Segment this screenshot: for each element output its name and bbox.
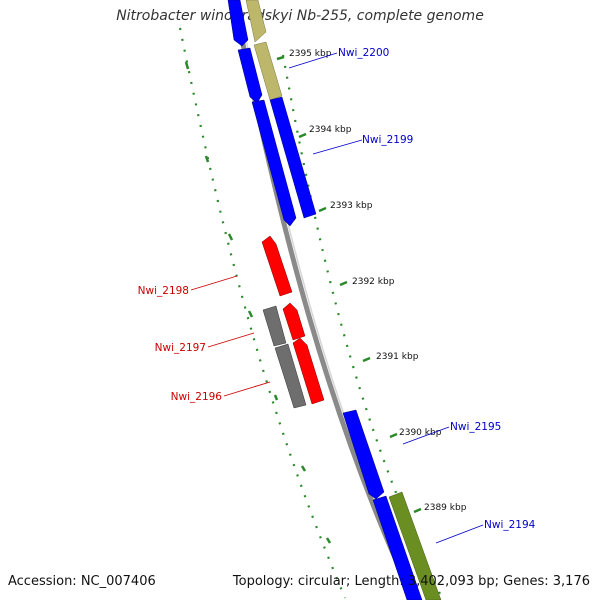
- leader-nwi-2196: [223, 381, 271, 397]
- gene-nwi-2200[interactable]: [253, 41, 283, 101]
- gene-khaki-top[interactable]: [245, 0, 267, 43]
- gene-label-nwi-2200[interactable]: Nwi_2200: [338, 47, 389, 59]
- gene-label-nwi-2199[interactable]: Nwi_2199: [362, 134, 413, 146]
- gene-labels: Nwi_2200 Nwi_2199 Nwi_2195 Nwi_2194 Nwi_…: [138, 47, 536, 531]
- forward-genes: [227, 0, 442, 600]
- gene-blue-long-left[interactable]: [251, 99, 297, 227]
- gene-nwi-2194[interactable]: [372, 495, 423, 600]
- outer-major-ticks: [184, 61, 332, 544]
- scale-dots: [178, 27, 443, 599]
- leader-nwi-2197: [207, 332, 255, 348]
- tick-label: 2390 kbp: [399, 428, 442, 438]
- gene-partial-top[interactable]: [227, 0, 249, 47]
- tick-label: 2395 kbp: [289, 49, 332, 59]
- inner-major-ticks: [276, 55, 422, 514]
- gene-nwi-2198[interactable]: [261, 235, 293, 297]
- gene-label-nwi-2197[interactable]: Nwi_2197: [155, 342, 206, 354]
- tick-labels: 2395 kbp 2394 kbp 2393 kbp 2392 kbp 2391…: [289, 49, 467, 513]
- tick-label: 2393 kbp: [330, 201, 373, 211]
- gene-blue-2200[interactable]: [237, 47, 263, 104]
- leader-lines: [190, 52, 484, 544]
- gene-olive[interactable]: [388, 491, 442, 600]
- accession-text: Accession: NC_007406: [8, 574, 156, 589]
- gene-nwi-2196[interactable]: [292, 337, 325, 405]
- gene-label-nwi-2194[interactable]: Nwi_2194: [484, 519, 536, 531]
- leader-nwi-2194: [435, 524, 484, 544]
- leader-nwi-2198: [190, 275, 238, 291]
- topology-text: Topology: circular; Length: 3,402,093 bp…: [232, 574, 590, 589]
- leader-nwi-2200: [288, 52, 338, 69]
- gene-label-nwi-2198[interactable]: Nwi_2198: [138, 285, 189, 297]
- outer-dotted-track: [178, 27, 347, 599]
- gene-grey-lower[interactable]: [274, 343, 307, 409]
- gene-nwi-2199[interactable]: [269, 96, 317, 219]
- gene-label-nwi-2195[interactable]: Nwi_2195: [450, 421, 501, 433]
- gene-nwi-2197[interactable]: [282, 302, 306, 341]
- leader-nwi-2195: [402, 426, 450, 445]
- reverse-genes: [261, 235, 325, 409]
- tick-label: 2391 kbp: [376, 352, 419, 362]
- tick-label: 2392 kbp: [352, 277, 395, 287]
- leader-nwi-2199: [312, 139, 363, 155]
- gene-grey-upper[interactable]: [262, 305, 287, 347]
- tick-label: 2394 kbp: [309, 125, 352, 135]
- gene-nwi-2195[interactable]: [342, 409, 385, 500]
- gene-label-nwi-2196[interactable]: Nwi_2196: [171, 391, 223, 403]
- tick-label: 2389 kbp: [424, 503, 467, 513]
- map-title: Nitrobacter winogradskyi Nb-255, complet…: [116, 8, 484, 24]
